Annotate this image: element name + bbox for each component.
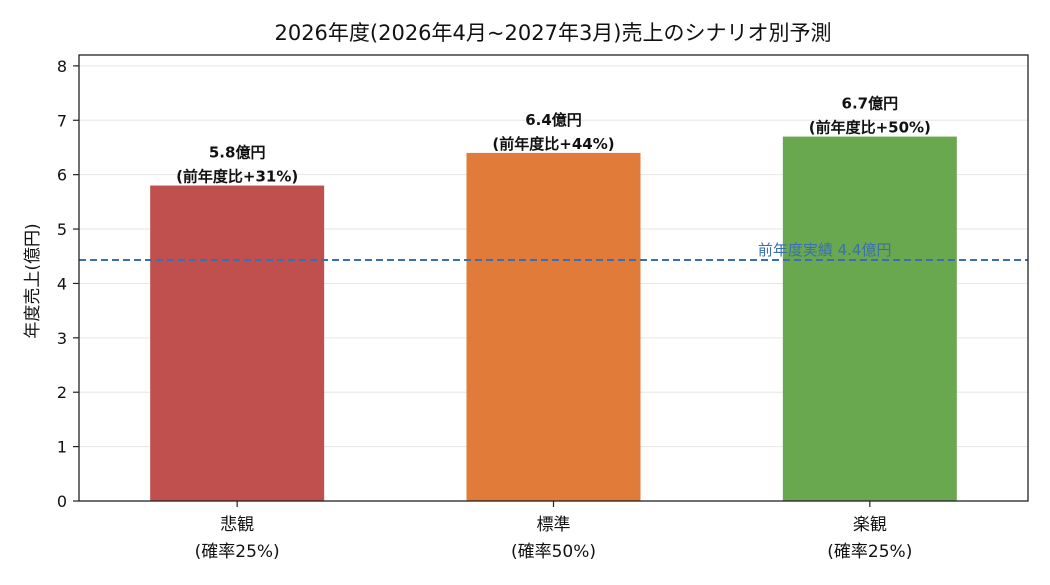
y-tick-label: 2	[57, 383, 67, 402]
data-label-change: (前年度比+44%)	[492, 135, 614, 153]
data-label-change: (前年度比+31%)	[176, 168, 298, 186]
y-tick-label: 7	[57, 111, 67, 130]
reference-line-group: 前年度実績 4.4億円	[79, 241, 1028, 262]
bar	[466, 152, 641, 501]
y-tick-label: 6	[57, 166, 67, 185]
bars-group	[150, 136, 957, 501]
reference-line-label: 前年度実績 4.4億円	[758, 241, 892, 259]
y-tick-label: 8	[57, 57, 67, 76]
y-tick-label: 4	[57, 274, 67, 293]
x-axis-ticks: 悲観 (確率25%) 標準 (確率50%) 楽観 (確率25%)	[195, 501, 912, 562]
y-axis-ticks: 0 1 2 3 4 5 6 7 8	[57, 57, 79, 511]
y-tick-label: 1	[57, 438, 67, 457]
data-labels-group: 5.8億円 (前年度比+31%) 6.4億円 (前年度比+44%) 6.7億円 (前年度比…	[176, 95, 931, 186]
x-tick-label: 悲観	[220, 515, 254, 535]
y-tick-label: 5	[57, 220, 67, 239]
data-label-value: 6.7億円	[842, 95, 899, 113]
y-tick-label: 3	[57, 329, 67, 348]
bar	[782, 136, 957, 501]
y-tick-label: 0	[57, 492, 67, 511]
bar	[150, 185, 325, 501]
x-tick-sublabel: (確率25%)	[827, 542, 912, 562]
data-label-value: 5.8億円	[209, 144, 266, 162]
y-axis-label: 年度売上(億円)	[23, 223, 43, 338]
x-tick-label: 楽観	[853, 515, 887, 535]
data-label-change: (前年度比+50%)	[809, 119, 931, 137]
x-tick-label: 標準	[537, 515, 571, 535]
x-tick-sublabel: (確率25%)	[195, 542, 280, 562]
x-tick-sublabel: (確率50%)	[511, 542, 596, 562]
data-label-value: 6.4億円	[525, 111, 582, 129]
chart-title: 2026年度(2026年4月~2027年3月)売上のシナリオ別予測	[274, 21, 831, 45]
